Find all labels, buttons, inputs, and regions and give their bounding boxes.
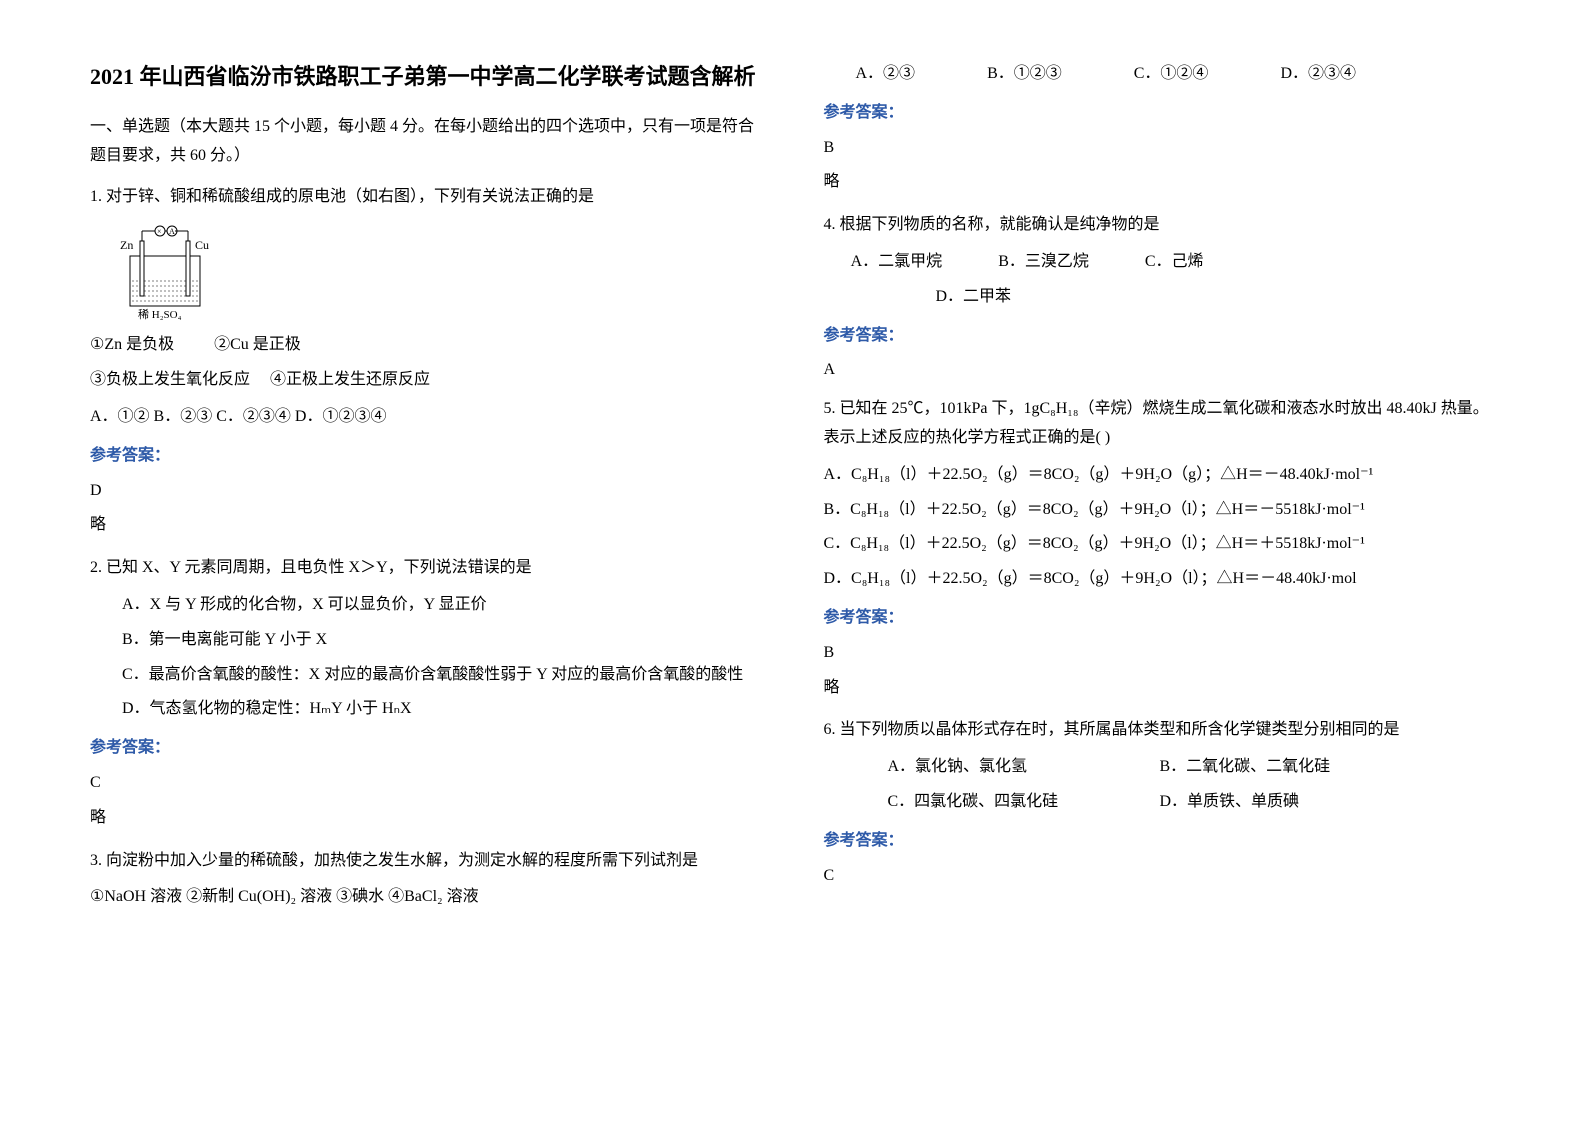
q2-optD: D．气态氢化物的稳定性：HₘY 小于 HₙX (90, 695, 764, 724)
q3-explain: 略 (824, 168, 1498, 197)
q6-optA: A．氯化钠、氯化氢 (856, 753, 1156, 782)
q3-optD: D．②③④ (1248, 60, 1356, 89)
q1-item2: ②Cu 是正极 (214, 336, 301, 353)
q5-optD: D．C₈H₁₈（l）＋22.5O₂（g）＝8CO₂（g）＋9H₂O（l）；△H＝… (824, 565, 1498, 594)
battery-diagram-svg: × A Zn Cu 稀 H₂SO₄ (110, 221, 220, 321)
q3-answer: B (824, 134, 1498, 163)
q5-answer: B (824, 639, 1498, 668)
q4-optA: A．二氯甲烷 (851, 253, 943, 270)
q4-answer-label: 参考答案： (824, 322, 1498, 351)
q1-answer: D (90, 477, 764, 506)
q3-options: A．②③ B．①②③ C．①②④ D．②③④ (824, 60, 1498, 89)
q3-answer-label: 参考答案： (824, 99, 1498, 128)
q4-optC: C．己烯 (1145, 253, 1204, 270)
section-1-header: 一、单选题（本大题共 15 个小题，每小题 4 分。在每小题给出的四个选项中，只… (90, 113, 764, 171)
question-3-continued: A．②③ B．①②③ C．①②④ D．②③④ 参考答案： B 略 (824, 60, 1498, 197)
q2-optC: C．最高价含氧酸的酸性：X 对应的最高价含氧酸酸性弱于 Y 对应的最高价含氧酸的… (90, 661, 764, 690)
q4-text: 4. 根据下列物质的名称，就能确认是纯净物的是 (824, 211, 1498, 240)
acid-label: 稀 H₂SO₄ (138, 308, 182, 321)
q6-optD: D．单质铁、单质碘 (1160, 793, 1300, 810)
q5-optB: B．C₈H₁₈（l）＋22.5O₂（g）＝8CO₂（g）＋9H₂O（l）；△H＝… (824, 496, 1498, 525)
q6-optB: B．二氧化碳、二氧化硅 (1160, 758, 1331, 775)
q1-answer-label: 参考答案： (90, 442, 764, 471)
page-container: 2021 年山西省临汾市铁路职工子弟第一中学高二化学联考试题含解析 一、单选题（… (90, 60, 1497, 922)
q2-answer-label: 参考答案： (90, 734, 764, 763)
question-6: 6. 当下列物质以晶体形式存在时，其所属晶体类型和所含化学键类型分别相同的是 A… (824, 716, 1498, 890)
q4-optD: D．二甲苯 (936, 288, 1012, 305)
q1-diagram: × A Zn Cu 稀 H₂SO₄ (110, 221, 764, 321)
bulb-icon: × (157, 227, 162, 236)
question-1: 1. 对于锌、铜和稀硫酸组成的原电池（如右图），下列有关说法正确的是 (90, 183, 764, 541)
zn-label: Zn (120, 238, 133, 252)
q3-text: 3. 向淀粉中加入少量的稀硫酸，加热使之发生水解，为测定水解的程度所需下列试剂是 (90, 847, 764, 876)
q5-text: 5. 已知在 25℃，101kPa 下，1gC₈H₁₈（辛烷）燃烧生成二氧化碳和… (824, 395, 1498, 453)
q1-item1: ①Zn 是负极 (90, 336, 174, 353)
q6-optC: C．四氯化碳、四氯化硅 (856, 788, 1156, 817)
q2-explain: 略 (90, 804, 764, 833)
q2-text: 2. 已知 X、Y 元素同周期，且电负性 X＞Y，下列说法错误的是 (90, 554, 764, 583)
question-4: 4. 根据下列物质的名称，就能确认是纯净物的是 A．二氯甲烷 B．三溴乙烷 C．… (824, 211, 1498, 385)
q6-answer-label: 参考答案： (824, 827, 1498, 856)
exam-title: 2021 年山西省临汾市铁路职工子弟第一中学高二化学联考试题含解析 (90, 60, 764, 93)
q2-optB: B．第一电离能可能 Y 小于 X (90, 626, 764, 655)
q6-answer: C (824, 862, 1498, 891)
q3-optA: A．②③ (824, 60, 916, 89)
cu-label: Cu (195, 238, 209, 252)
q6-options-row2: C．四氯化碳、四氯化硅 D．单质铁、单质碘 (824, 788, 1498, 817)
q5-answer-label: 参考答案： (824, 604, 1498, 633)
q4-options-row2: D．二甲苯 (824, 283, 1498, 312)
q2-answer: C (90, 769, 764, 798)
q4-optB: B．三溴乙烷 (998, 253, 1089, 270)
q3-optC: C．①②④ (1102, 60, 1209, 89)
q4-options-row1: A．二氯甲烷 B．三溴乙烷 C．己烯 (824, 248, 1498, 277)
q1-item-row2: ③负极上发生氧化反应 ④正极上发生还原反应 (90, 366, 764, 395)
q6-options-row1: A．氯化钠、氯化氢 B．二氧化碳、二氧化硅 (824, 753, 1498, 782)
question-2: 2. 已知 X、Y 元素同周期，且电负性 X＞Y，下列说法错误的是 A．X 与 … (90, 554, 764, 832)
q1-item4: ④正极上发生还原反应 (270, 371, 430, 388)
q6-text: 6. 当下列物质以晶体形式存在时，其所属晶体类型和所含化学键类型分别相同的是 (824, 716, 1498, 745)
q1-item3: ③负极上发生氧化反应 (90, 371, 250, 388)
q5-optC: C．C₈H₁₈（l）＋22.5O₂（g）＝8CO₂（g）＋9H₂O（l）；△H＝… (824, 530, 1498, 559)
q1-explain: 略 (90, 511, 764, 540)
left-column: 2021 年山西省临汾市铁路职工子弟第一中学高二化学联考试题含解析 一、单选题（… (90, 60, 764, 922)
q4-answer: A (824, 356, 1498, 385)
question-5: 5. 已知在 25℃，101kPa 下，1gC₈H₁₈（辛烷）燃烧生成二氧化碳和… (824, 395, 1498, 702)
q5-optA: A．C₈H₁₈（l）＋22.5O₂（g）＝8CO₂（g）＋9H₂O（g）；△H＝… (824, 461, 1498, 490)
q3-reagents: ①NaOH 溶液 ②新制 Cu(OH)₂ 溶液 ③碘水 ④BaCl₂ 溶液 (90, 883, 764, 912)
meter-icon: A (169, 227, 175, 236)
q1-item-row1: ①Zn 是负极 ②Cu 是正极 (90, 331, 764, 360)
q1-text: 1. 对于锌、铜和稀硫酸组成的原电池（如右图），下列有关说法正确的是 (90, 183, 764, 212)
right-column: A．②③ B．①②③ C．①②④ D．②③④ 参考答案： B 略 4. 根据下列… (824, 60, 1498, 922)
question-3: 3. 向淀粉中加入少量的稀硫酸，加热使之发生水解，为测定水解的程度所需下列试剂是… (90, 847, 764, 913)
q5-explain: 略 (824, 674, 1498, 703)
q1-options: A．①② B．②③ C．②③④ D．①②③④ (90, 403, 764, 432)
q3-optB: B．①②③ (955, 60, 1062, 89)
q2-optA: A．X 与 Y 形成的化合物，X 可以显负价，Y 显正价 (90, 591, 764, 620)
